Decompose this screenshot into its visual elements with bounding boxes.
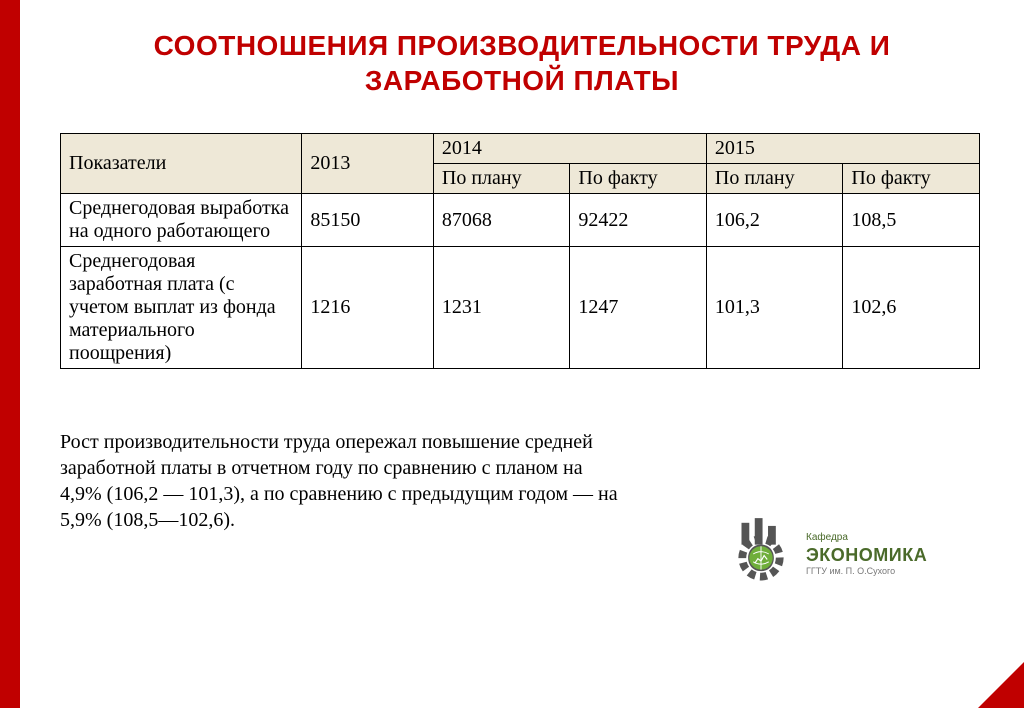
logo-main-text: ЭКОНОМИКА: [806, 545, 927, 566]
col-header-2015: 2015: [706, 134, 979, 164]
table-header-row-1: Показатели 2013 2014 2015: [61, 134, 980, 164]
data-table: Показатели 2013 2014 2015 По плану По фа…: [60, 133, 980, 369]
col-header-2014-fact: По факту: [570, 164, 707, 194]
col-header-2015-plan: По плану: [706, 164, 843, 194]
table-row: Среднегодовая выработка на одного работа…: [61, 194, 980, 247]
cell-value: 106,2: [706, 194, 843, 247]
logo-sub-text: ГГТУ им. П. О.Сухого: [806, 566, 927, 576]
department-logo: Кафедра ЭКОНОМИКА ГГТУ им. П. О.Сухого: [722, 515, 982, 593]
page-title: СООТНОШЕНИЯ ПРОИЗВОДИТЕЛЬНОСТИ ТРУДА И З…: [60, 28, 984, 98]
corner-accent: [978, 662, 1024, 708]
cell-value: 1247: [570, 247, 707, 369]
cell-label: Среднегодовая заработная плата (с учетом…: [61, 247, 302, 369]
col-header-indicators: Показатели: [61, 134, 302, 194]
cell-value: 1216: [302, 247, 434, 369]
col-header-2014-plan: По плану: [433, 164, 570, 194]
cell-value: 92422: [570, 194, 707, 247]
cell-value: 108,5: [843, 194, 980, 247]
table-row: Среднегодовая заработная плата (с учетом…: [61, 247, 980, 369]
cell-value: 87068: [433, 194, 570, 247]
cell-value: 85150: [302, 194, 434, 247]
cell-label: Среднегодовая выработка на одного работа…: [61, 194, 302, 247]
col-header-2014: 2014: [433, 134, 706, 164]
cell-value: 1231: [433, 247, 570, 369]
cell-value: 101,3: [706, 247, 843, 369]
gear-icon: [722, 515, 800, 593]
notes-paragraph: Рост производительности труда опережал п…: [60, 429, 620, 533]
col-header-2013: 2013: [302, 134, 434, 194]
cell-value: 102,6: [843, 247, 980, 369]
col-header-2015-fact: По факту: [843, 164, 980, 194]
logo-kafedra-label: Кафедра: [806, 532, 927, 543]
